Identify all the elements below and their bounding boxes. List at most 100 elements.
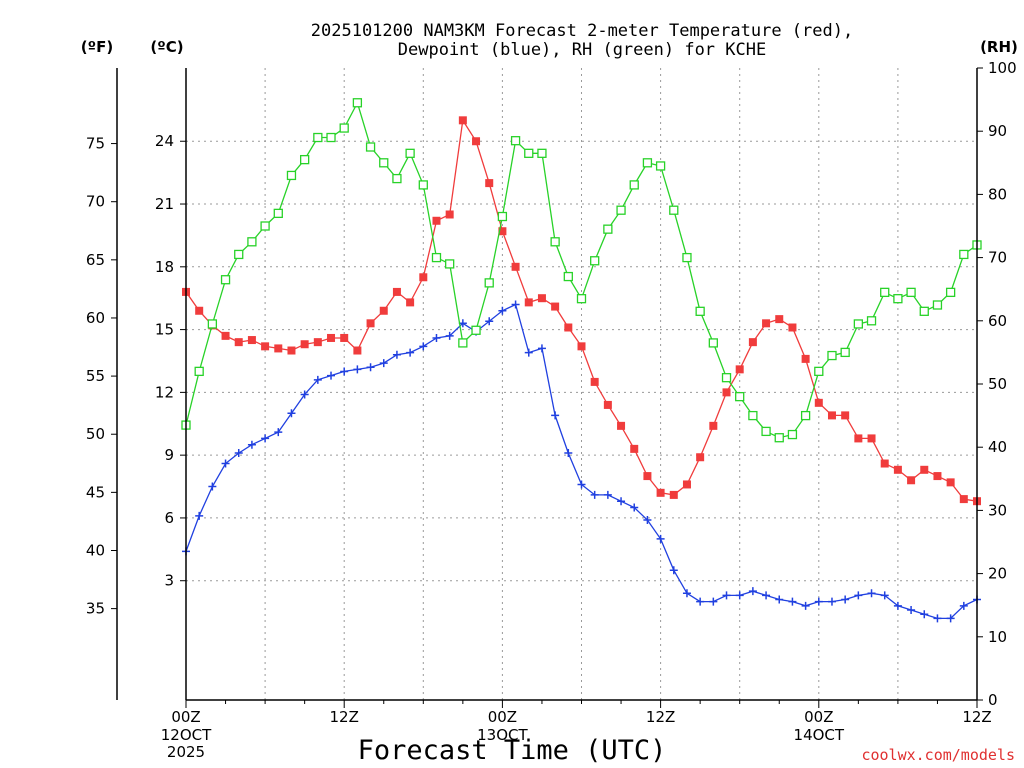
dewpoint-marker xyxy=(432,333,441,342)
temperature-marker xyxy=(682,480,691,489)
dewpoint-marker xyxy=(920,610,929,619)
rh-marker xyxy=(893,294,903,304)
celsius-tick-label: 18 xyxy=(155,258,174,276)
rh-marker xyxy=(603,224,613,234)
chart-title-line-1: 2025101200 NAM3KM Forecast 2-meter Tempe… xyxy=(311,21,853,41)
dewpoint-marker xyxy=(485,317,494,326)
rh-marker xyxy=(800,410,811,421)
dewpoint-marker xyxy=(709,597,718,606)
dewpoint-marker xyxy=(327,371,336,380)
rh-marker xyxy=(945,287,956,298)
dewpoint-marker xyxy=(946,614,955,623)
rh-marker xyxy=(247,237,257,247)
temperature-marker xyxy=(313,338,322,347)
rh-marker xyxy=(563,271,573,282)
dewpoint-marker xyxy=(841,595,850,604)
rh-marker xyxy=(932,300,943,310)
dewpoint-marker xyxy=(445,331,454,340)
temperature-marker xyxy=(432,216,441,225)
dewpoint-marker xyxy=(933,614,942,623)
temperature-marker xyxy=(274,344,283,353)
dewpoint-marker xyxy=(300,390,309,399)
rh-marker xyxy=(484,278,494,288)
x-tick-label: 00Z xyxy=(171,708,200,726)
rh-marker xyxy=(550,237,560,247)
rh-marker xyxy=(906,287,916,298)
rh-marker xyxy=(286,170,297,181)
fahrenheit-tick-label: 40 xyxy=(86,541,105,559)
dewpoint-marker xyxy=(406,348,415,357)
dewpoint-marker xyxy=(775,595,784,604)
dewpoint-marker xyxy=(893,601,902,610)
rh-marker xyxy=(616,205,626,215)
dewpoint-marker xyxy=(827,597,836,606)
temperature-marker xyxy=(656,488,665,497)
temperature-marker xyxy=(577,342,586,351)
dewpoint-marker xyxy=(577,480,586,489)
dewpoint-marker xyxy=(564,449,573,458)
temperature-marker xyxy=(735,365,744,374)
rh-tick-label: 60 xyxy=(988,312,1007,330)
chart-title-line-2: Dewpoint (blue), RH (green) for KCHE xyxy=(398,40,766,60)
dewpoint-marker xyxy=(801,601,810,610)
rh-tick-label: 30 xyxy=(988,501,1007,519)
temperature-marker xyxy=(959,495,968,504)
temperature-marker xyxy=(801,354,810,363)
rh-tick-label: 20 xyxy=(988,565,1007,583)
rh-marker xyxy=(405,148,415,158)
temperature-marker xyxy=(722,388,731,397)
rh-marker xyxy=(959,249,969,260)
rh-marker xyxy=(853,319,863,329)
rh-marker xyxy=(748,410,758,421)
rh-marker xyxy=(629,180,639,190)
temperature-marker xyxy=(537,294,546,303)
dewpoint-marker xyxy=(524,348,533,357)
dewpoint-marker xyxy=(656,534,665,543)
temperature-marker xyxy=(234,338,243,347)
rh-marker xyxy=(590,256,600,266)
rh-marker xyxy=(313,132,323,143)
dewpoint-marker xyxy=(854,591,863,600)
rh-marker xyxy=(207,319,218,329)
rh-marker xyxy=(655,161,666,171)
temperature-marker xyxy=(827,411,836,420)
rh-tick-label: 80 xyxy=(988,185,1007,203)
dewpoint-marker xyxy=(221,459,230,468)
rh-tick-label: 100 xyxy=(988,59,1017,77)
fahrenheit-tick-label: 35 xyxy=(86,600,105,618)
rh-marker xyxy=(260,221,270,231)
tick-labels: 3 6 9 12 15 18 21 24 35 40 45 50 55 60 65 70 75 0 10 20 30 40… xyxy=(86,59,1017,761)
rh-marker xyxy=(695,306,705,316)
temperature-marker xyxy=(392,287,401,296)
temperature-marker xyxy=(880,459,889,468)
temperature-marker xyxy=(933,472,942,481)
dewpoint-marker xyxy=(959,601,968,610)
temperature-marker xyxy=(524,298,533,307)
fahrenheit-tick-label: 65 xyxy=(86,251,105,269)
dewpoint-marker xyxy=(682,589,691,598)
x-tick-date-label: 12OCT xyxy=(161,726,212,744)
temperature-marker xyxy=(854,434,863,443)
rh-tick-label: 90 xyxy=(988,122,1007,140)
dewpoint-marker xyxy=(880,591,889,600)
temperature-marker xyxy=(893,465,902,474)
dewpoint-marker xyxy=(867,589,876,598)
dewpoint-marker xyxy=(551,411,560,420)
celsius-tick-label: 9 xyxy=(164,446,174,464)
celsius-tick-label: 24 xyxy=(155,132,174,150)
x-tick-label: 00Z xyxy=(488,708,517,726)
rh-marker xyxy=(880,287,890,298)
rh-marker xyxy=(194,366,204,377)
rh-marker xyxy=(840,347,850,358)
credit-text: coolwx.com/models xyxy=(861,746,1015,764)
celsius-tick-label: 15 xyxy=(155,321,174,339)
celsius-tick-label: 3 xyxy=(164,572,174,590)
x-tick-date-label: 14OCT xyxy=(794,726,845,744)
temperature-marker xyxy=(564,323,573,332)
temperature-marker xyxy=(590,377,599,386)
rh-marker xyxy=(814,366,824,377)
rh-marker xyxy=(445,259,455,269)
rh-tick-label: 70 xyxy=(988,249,1007,267)
celsius-tick-label: 6 xyxy=(164,509,174,527)
rh-tick-label: 40 xyxy=(988,438,1007,456)
